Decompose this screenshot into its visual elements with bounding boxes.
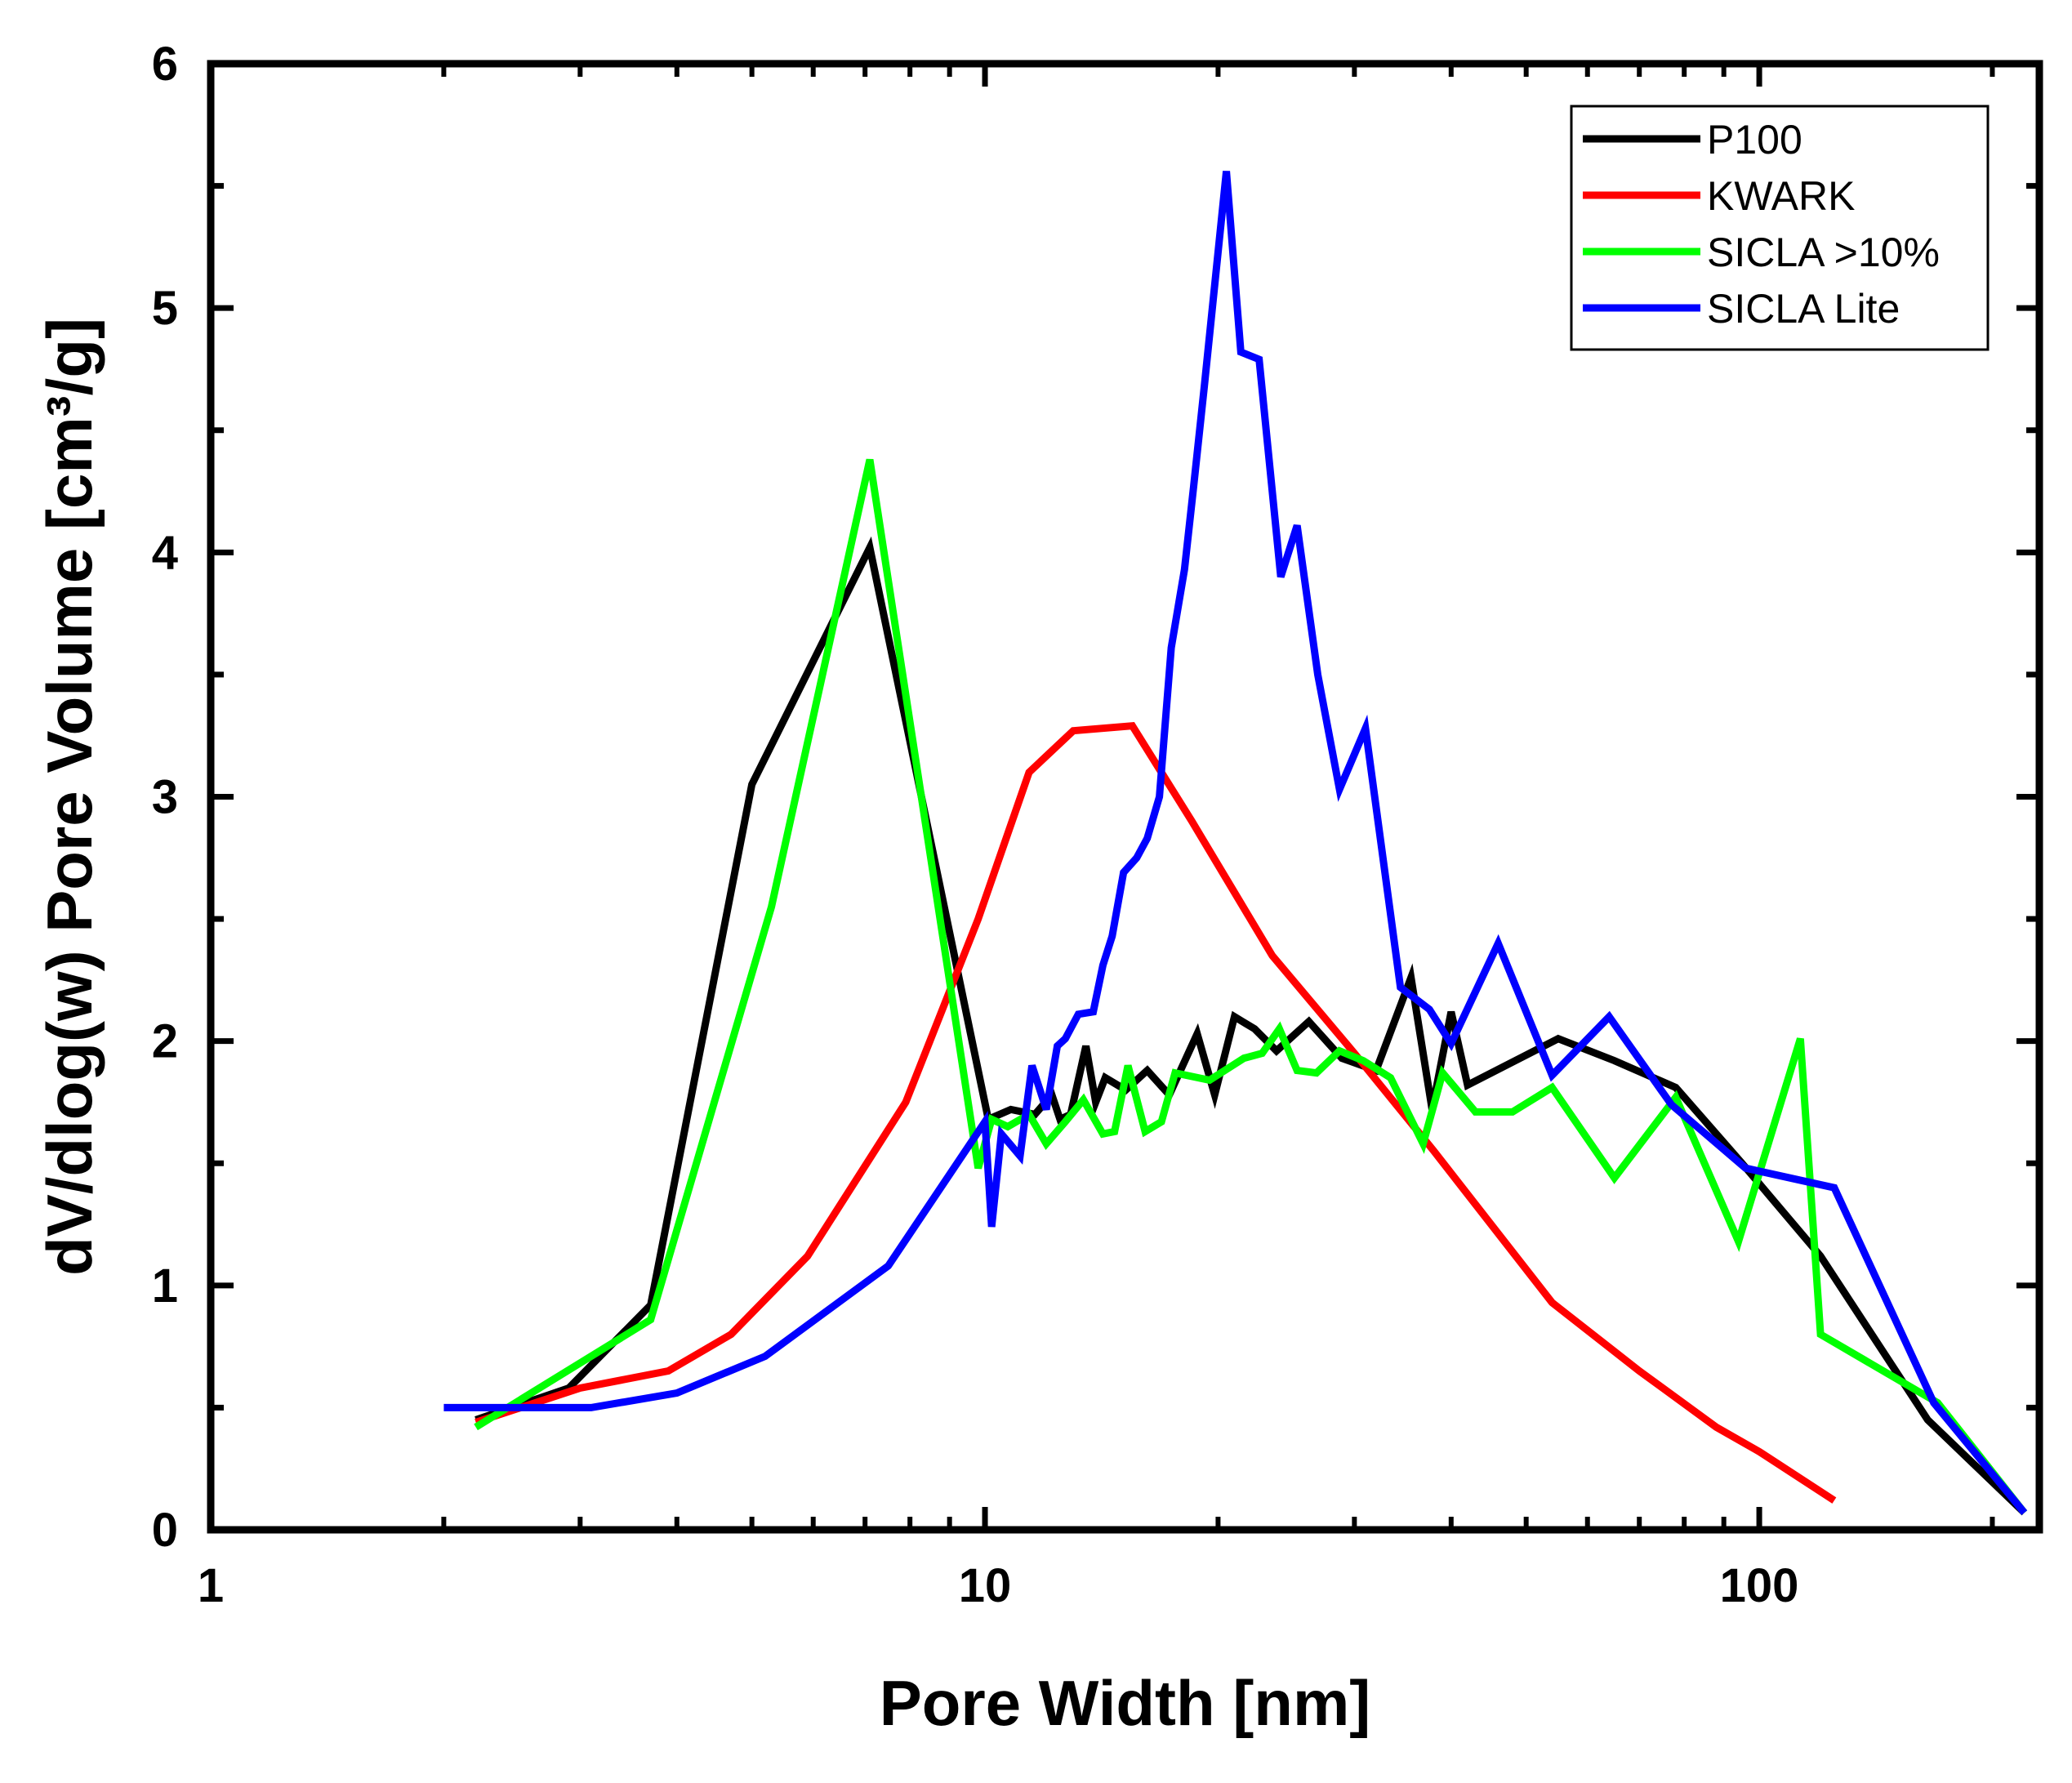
x-tick-label: 1 — [198, 1559, 224, 1612]
series-line-kwark — [475, 721, 1837, 1504]
x-tick-label: 10 — [959, 1559, 1012, 1612]
y-axis-title: dV/dlog(w) Pore Volume [cm³/g] — [33, 318, 105, 1276]
x-tick-label: 100 — [1720, 1559, 1799, 1612]
legend: P100 KWARK SICLA >10% SICLA Lite — [1570, 105, 1990, 351]
legend-label: P100 — [1707, 117, 1802, 163]
series-line-sicla-10 — [474, 458, 2028, 1515]
y-tick-label: 1 — [152, 1259, 178, 1313]
y-tick-label: 6 — [152, 38, 178, 91]
x-axis-title: Pore Width [nm] — [880, 1667, 1371, 1739]
y-tick-label: 5 — [152, 282, 178, 335]
y-tick-label: 0 — [152, 1504, 178, 1557]
y-tick-label: 2 — [152, 1015, 178, 1068]
legend-label: SICLA >10% — [1707, 230, 1940, 275]
legend-label: KWARK — [1707, 173, 1856, 219]
y-tick-label: 3 — [152, 771, 178, 824]
series-layer — [443, 171, 2028, 1516]
y-tick-label: 4 — [152, 526, 178, 579]
legend-label: SICLA Lite — [1707, 286, 1900, 332]
series-line-sicla-lite — [443, 171, 2028, 1515]
plot-frame — [207, 60, 2043, 1534]
series-line-p100 — [475, 536, 2027, 1516]
